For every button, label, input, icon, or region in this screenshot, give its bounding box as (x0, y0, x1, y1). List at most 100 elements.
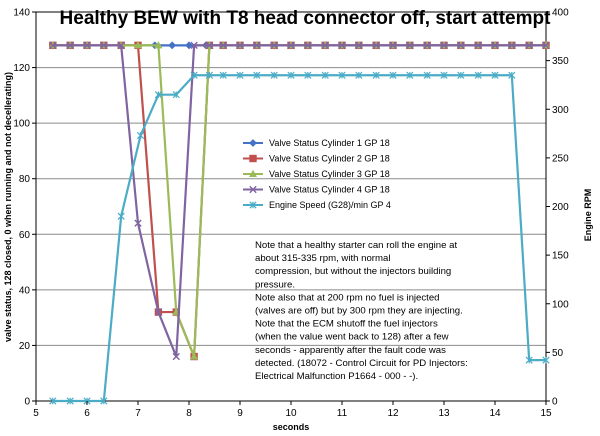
data-point (190, 352, 199, 360)
data-point (253, 41, 261, 50)
data-point (440, 41, 448, 50)
data-point (270, 71, 278, 79)
y-tick-label: 40 (19, 285, 31, 296)
data-point (236, 71, 244, 79)
data-point (236, 41, 244, 50)
y2-tick-label: 400 (552, 8, 569, 19)
y-tick-label: 60 (19, 230, 31, 241)
data-point (219, 71, 227, 79)
x-tick-label: 10 (285, 408, 297, 419)
y2-tick-label: 250 (552, 153, 569, 164)
data-point (154, 41, 163, 49)
data-point (338, 71, 346, 79)
legend-entry-label: Valve Status Cylinder 1 GP 18 (269, 138, 390, 148)
data-point (66, 397, 74, 405)
note-line: detected. (18072 - Control Circuit for P… (255, 358, 468, 369)
data-point (117, 41, 125, 50)
note-line: (valves are off) but by 300 rpm they are… (255, 306, 463, 317)
data-point (525, 41, 533, 50)
x-tick-label: 15 (540, 408, 552, 419)
series-5 (49, 71, 550, 405)
series-4 (49, 41, 550, 361)
x-tick-label: 8 (186, 408, 192, 419)
y2-tick-label: 0 (552, 397, 558, 408)
data-point (154, 308, 163, 316)
data-point (270, 41, 278, 50)
data-point (491, 71, 499, 79)
data-point (287, 41, 295, 50)
data-point (304, 41, 312, 50)
note-line: Note that the ECM shutoff the fuel injec… (255, 319, 438, 330)
y-tick-label: 0 (24, 397, 30, 408)
data-point (474, 41, 482, 50)
x-tick-label: 5 (33, 408, 39, 419)
y2-tick-label: 300 (552, 105, 569, 116)
legend-entry-label: Valve Status Cylinder 4 GP 18 (269, 185, 390, 195)
data-point (542, 356, 550, 364)
data-point (474, 71, 482, 79)
data-point (172, 91, 180, 99)
note-line: Note also that at 200 rpm no fuel is inj… (255, 292, 440, 303)
data-point (491, 41, 499, 50)
data-point (321, 71, 329, 79)
data-point (338, 41, 346, 50)
y2-axis-label: Engine RPM (583, 189, 593, 242)
note-line: about 315-335 rpm, with normal (255, 253, 390, 264)
y2-tick-label: 50 (552, 348, 564, 359)
x-tick-label: 12 (387, 408, 399, 419)
data-point (190, 71, 198, 79)
annotation-note: Note that a healthy starter can roll the… (255, 240, 468, 382)
y-tick-label: 20 (19, 341, 31, 352)
data-point (219, 41, 227, 50)
x-tick-label: 13 (438, 408, 450, 419)
gridlines (36, 67, 546, 346)
series-layer (48, 41, 551, 405)
data-point (508, 41, 516, 50)
data-point (457, 71, 465, 79)
data-point (423, 41, 431, 50)
series-line-5 (52, 74, 546, 403)
data-point (100, 41, 108, 50)
legend-entry-label: Valve Status Cylinder 2 GP 18 (269, 154, 390, 164)
ticks-layer: 0 20 40 60 80 100 120 140 0 50 100 150 200 250 300 350 4… (13, 8, 569, 420)
legend-entry-label: Valve Status Cylinder 3 GP 18 (269, 169, 390, 179)
series-line-4 (52, 44, 546, 358)
data-point (100, 397, 108, 405)
data-point (134, 219, 142, 227)
note-line: pressure. (255, 279, 295, 290)
y2-tick-label: 150 (552, 251, 569, 262)
data-point (185, 41, 193, 50)
x-tick-label: 14 (489, 408, 501, 419)
data-point (355, 71, 363, 79)
x-tick-label: 6 (84, 408, 90, 419)
data-point (304, 71, 312, 79)
legend-entry-label: Engine Speed (G28)/min GP 4 (269, 200, 391, 210)
data-point (389, 71, 397, 79)
note-line: (when the value went back to 128) after … (255, 332, 449, 343)
data-point (66, 41, 74, 50)
y-tick-label: 120 (13, 63, 30, 74)
data-point (253, 71, 261, 79)
y2-tick-label: 100 (552, 299, 569, 310)
x-axis-label: seconds (273, 422, 310, 432)
chart-title: Healthy BEW with T8 head connector off, … (60, 8, 552, 29)
data-point (83, 41, 91, 50)
data-point (168, 41, 177, 50)
data-point (190, 41, 198, 50)
data-point (508, 71, 516, 79)
data-point (525, 356, 533, 364)
x-tick-label: 7 (135, 408, 141, 419)
legend-marker (249, 154, 257, 163)
data-point (154, 91, 163, 99)
data-point (406, 71, 414, 79)
data-point (355, 41, 363, 50)
legend-marker (249, 185, 257, 194)
note-line: Note that a healthy starter can roll the… (255, 240, 457, 251)
legend-marker (249, 201, 257, 209)
data-point (423, 71, 431, 79)
y-tick-label: 80 (19, 174, 31, 185)
legend: Valve Status Cylinder 1 GP 18 Valve Statu… (243, 138, 391, 210)
y2-tick-label: 200 (552, 202, 569, 213)
note-line: Electrical Malfunction P1664 - 000 - -). (255, 371, 418, 382)
